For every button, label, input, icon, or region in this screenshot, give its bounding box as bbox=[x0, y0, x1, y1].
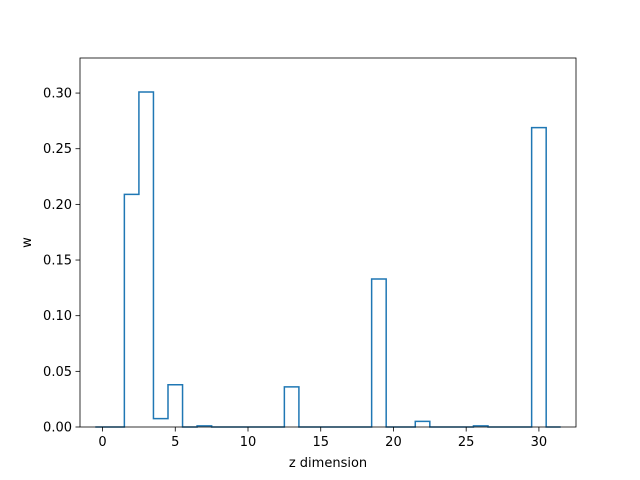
y-tick-label: 0.30 bbox=[43, 87, 72, 102]
axes-frame bbox=[79, 57, 577, 428]
y-axis-label: w bbox=[20, 237, 35, 248]
x-axis-label: z dimension bbox=[289, 456, 367, 471]
x-tick-label: 15 bbox=[312, 435, 329, 450]
x-tick-label: 20 bbox=[385, 435, 402, 450]
y-tick-label: 0.20 bbox=[43, 198, 72, 213]
x-tick-label: 5 bbox=[171, 435, 179, 450]
x-axis-ticks: 0 5 10 15 20 25 30 bbox=[98, 427, 547, 450]
y-tick-label: 0.15 bbox=[43, 254, 72, 269]
x-tick-label: 25 bbox=[458, 435, 475, 450]
y-axis-ticks: 0.00 0.05 0.10 0.15 0.20 0.25 0.30 bbox=[43, 87, 80, 436]
x-tick-label: 0 bbox=[98, 435, 106, 450]
x-tick-label: 30 bbox=[531, 435, 548, 450]
y-tick-label: 0.25 bbox=[43, 142, 72, 157]
y-tick-label: 0.10 bbox=[43, 309, 72, 324]
y-tick-label: 0.00 bbox=[43, 421, 72, 436]
y-tick-label: 0.05 bbox=[43, 365, 72, 380]
x-tick-label: 10 bbox=[240, 435, 257, 450]
